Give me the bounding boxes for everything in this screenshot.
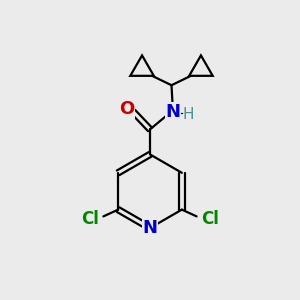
Text: Cl: Cl <box>201 210 219 228</box>
Text: N: N <box>166 103 181 121</box>
Text: O: O <box>119 100 134 118</box>
Text: H: H <box>182 106 194 122</box>
Text: Cl: Cl <box>81 210 99 228</box>
Text: N: N <box>142 219 158 237</box>
